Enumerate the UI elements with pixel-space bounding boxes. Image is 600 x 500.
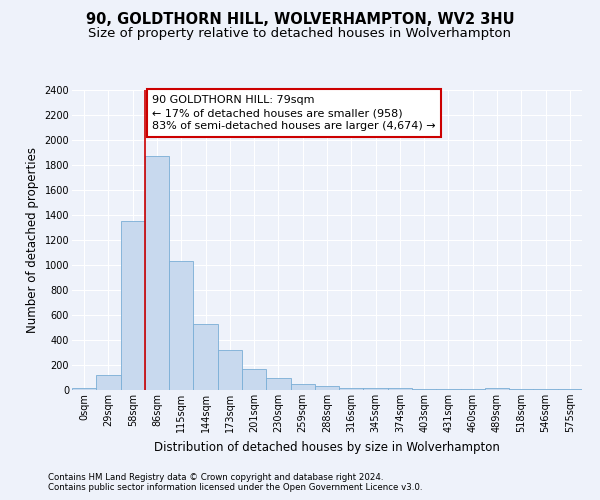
- Bar: [218, 350, 242, 390]
- Text: 90, GOLDTHORN HILL, WOLVERHAMPTON, WV2 3HU: 90, GOLDTHORN HILL, WOLVERHAMPTON, WV2 3…: [86, 12, 514, 28]
- Bar: [145, 156, 169, 390]
- Bar: [558, 389, 582, 390]
- Bar: [388, 388, 412, 390]
- Bar: [364, 388, 388, 390]
- Bar: [193, 324, 218, 390]
- Y-axis label: Number of detached properties: Number of detached properties: [26, 147, 39, 333]
- Bar: [266, 378, 290, 390]
- Bar: [412, 389, 436, 390]
- X-axis label: Distribution of detached houses by size in Wolverhampton: Distribution of detached houses by size …: [154, 440, 500, 454]
- Bar: [485, 388, 509, 390]
- Bar: [72, 388, 96, 390]
- Text: Contains HM Land Registry data © Crown copyright and database right 2024.: Contains HM Land Registry data © Crown c…: [48, 474, 383, 482]
- Bar: [121, 221, 145, 390]
- Bar: [96, 375, 121, 390]
- Text: Size of property relative to detached houses in Wolverhampton: Size of property relative to detached ho…: [89, 28, 511, 40]
- Bar: [436, 389, 461, 390]
- Text: Contains public sector information licensed under the Open Government Licence v3: Contains public sector information licen…: [48, 484, 422, 492]
- Bar: [290, 384, 315, 390]
- Bar: [339, 388, 364, 390]
- Bar: [315, 386, 339, 390]
- Bar: [242, 370, 266, 390]
- Text: 90 GOLDTHORN HILL: 79sqm
← 17% of detached houses are smaller (958)
83% of semi-: 90 GOLDTHORN HILL: 79sqm ← 17% of detach…: [152, 95, 436, 132]
- Bar: [169, 261, 193, 390]
